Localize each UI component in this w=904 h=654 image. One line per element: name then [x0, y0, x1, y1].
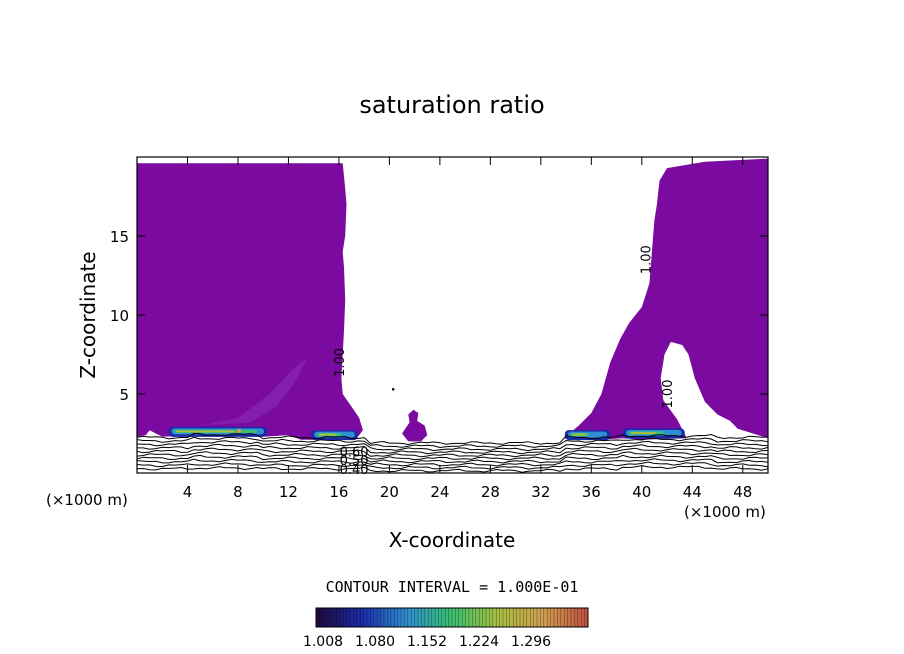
supersaturated-regions — [137, 158, 768, 442]
right-region-gap — [660, 341, 731, 437]
contour-line — [137, 465, 768, 473]
contour-line — [137, 436, 768, 449]
contour-label: 0.40 — [340, 463, 369, 478]
chart-title: saturation ratio — [359, 91, 544, 119]
x-tick-label: 36 — [582, 483, 601, 501]
y-axis-label: Z-coordinate — [76, 251, 100, 378]
contour-line — [137, 451, 768, 461]
contour-line — [137, 447, 768, 458]
central-blob-region — [402, 409, 428, 442]
contour-label: 1.00 — [640, 245, 655, 274]
colorbar-tick-label: 1.080 — [355, 634, 395, 650]
x-tick-label: 8 — [233, 483, 243, 501]
colorbar-tick-label: 1.008 — [303, 634, 343, 650]
colorbar-tick-label: 1.152 — [407, 634, 447, 650]
y-tick-label: 15 — [110, 228, 129, 246]
x-tick-label: 40 — [632, 483, 651, 501]
patch-core — [630, 432, 656, 434]
patch-peak — [237, 428, 242, 434]
low-level-contours — [137, 432, 768, 473]
x-tick-label: 28 — [481, 483, 500, 501]
x-tick-label: 44 — [683, 483, 702, 501]
contour-labels: 1.00 1.00 1.00 0.600.500.40 — [333, 245, 676, 478]
colorbar-tick-labels: 1.008 1.080 1.152 1.224 1.296 — [303, 634, 551, 650]
y-axis-ticks: 5 10 15 — [110, 228, 768, 404]
x-tick-label: 32 — [531, 483, 550, 501]
contour-line — [137, 458, 768, 467]
left-region — [137, 163, 363, 440]
x-tick-label: 20 — [380, 483, 399, 501]
colorbar-hatching — [319, 608, 585, 627]
x-tick-label: 12 — [279, 483, 298, 501]
x-tick-label: 4 — [183, 483, 193, 501]
contour-line — [137, 443, 768, 455]
x-tick-label: 24 — [430, 483, 449, 501]
contour-label: 0.50 — [340, 454, 369, 469]
x-tick-label: 48 — [733, 483, 752, 501]
contour-label: 1.00 — [333, 348, 348, 377]
contour-line — [137, 440, 768, 452]
right-region — [563, 158, 768, 440]
contour-line — [137, 432, 768, 446]
stray-point — [391, 387, 395, 391]
x-axis-label: X-coordinate — [389, 528, 516, 552]
x-unit-right: (×1000 m) — [684, 503, 766, 521]
contour-label: 0.60 — [340, 445, 369, 460]
contour-line — [137, 461, 768, 470]
left-plume — [200, 357, 308, 426]
patch-core — [319, 433, 337, 436]
plot-area — [137, 158, 768, 473]
high-value-patches — [168, 426, 685, 441]
colorbar-tick-label: 1.224 — [459, 634, 499, 650]
y-tick-label: 10 — [110, 307, 129, 325]
x-axis-ticks: 4 8 12 16 20 24 28 32 36 40 44 48 — [183, 157, 752, 501]
patch-core — [572, 433, 586, 436]
x-tick-label: 16 — [329, 483, 348, 501]
y-tick-label: 5 — [119, 386, 129, 404]
contour-line — [137, 454, 768, 464]
contour-interval-label: CONTOUR INTERVAL = 1.000E-01 — [326, 578, 579, 596]
colorbar-tick-label: 1.296 — [511, 634, 551, 650]
patch-core — [176, 430, 235, 433]
x-unit-left: (×1000 m) — [46, 491, 128, 509]
contour-label: 1.00 — [661, 380, 676, 409]
